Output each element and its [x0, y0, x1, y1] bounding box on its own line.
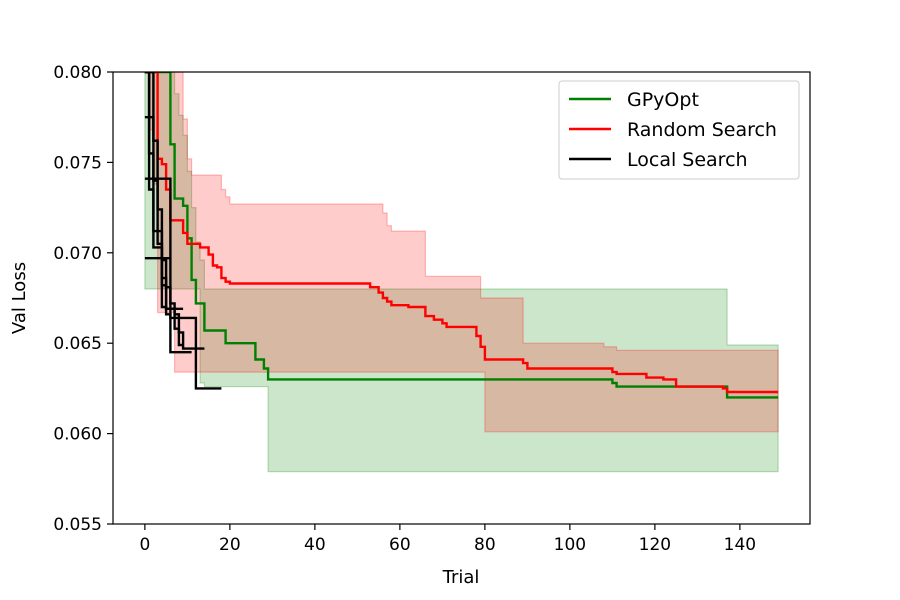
legend-label-gpyopt: GPyOpt — [627, 89, 699, 111]
x-tick-label: 120 — [639, 535, 671, 555]
x-tick-label: 140 — [724, 535, 756, 555]
y-tick-label: 0.080 — [53, 63, 102, 83]
y-tick-label: 0.060 — [53, 425, 102, 445]
y-tick-label: 0.055 — [53, 515, 102, 535]
series-line-local-search-run-6 — [144, 72, 222, 390]
plot-frame — [112, 71, 811, 525]
x-tick-label: 100 — [554, 535, 586, 555]
legend-box — [558, 80, 800, 180]
x-tick-label: 20 — [219, 535, 241, 555]
legend-label-local-search: Local Search — [627, 149, 748, 171]
y-tick-label: 0.065 — [53, 334, 102, 354]
x-axis-title: Trial — [442, 567, 480, 588]
series-line-random-search — [144, 72, 779, 394]
legend: GPyOpt Random Search Local Search — [558, 80, 800, 180]
x-tick-label: 80 — [474, 535, 496, 555]
band-gpyopt — [144, 72, 779, 473]
x-tick-label: 60 — [389, 535, 411, 555]
x-tick-label: 40 — [304, 535, 326, 555]
y-tick-label: 0.070 — [53, 244, 102, 264]
y-tick-label: 0.075 — [53, 153, 102, 173]
band-random-search — [144, 72, 779, 433]
legend-label-random-search: Random Search — [627, 119, 777, 141]
y-axis-title: Val Loss — [9, 262, 30, 334]
x-tick-label: 0 — [139, 535, 150, 555]
series-line-gpyopt — [144, 72, 779, 399]
